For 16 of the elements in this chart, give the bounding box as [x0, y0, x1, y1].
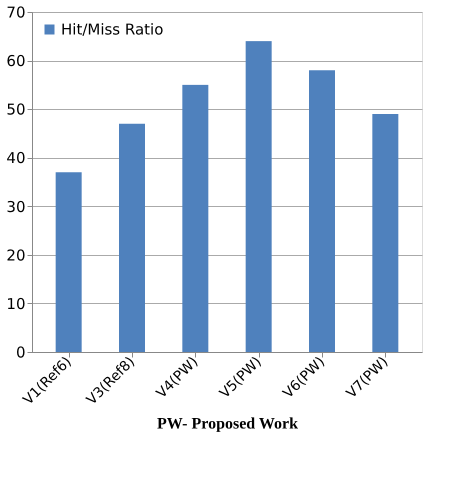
y-tick-label: 50	[6, 100, 26, 119]
bar	[372, 114, 398, 352]
y-tick-label: 10	[6, 294, 26, 313]
y-tick-label: 0	[16, 344, 26, 362]
bar	[119, 124, 145, 352]
y-tick-label: 60	[6, 52, 26, 70]
y-tick-label: 20	[6, 246, 26, 264]
legend-label: Hit/Miss Ratio	[61, 20, 164, 38]
y-tick-label: 70	[6, 4, 26, 22]
bar	[182, 84, 208, 352]
bar	[246, 41, 272, 352]
bar	[56, 172, 82, 352]
y-tick-label: 30	[6, 198, 26, 216]
x-axis-title: PW- Proposed Work	[156, 416, 298, 433]
y-tick-label: 40	[6, 149, 26, 168]
bar	[309, 70, 335, 352]
